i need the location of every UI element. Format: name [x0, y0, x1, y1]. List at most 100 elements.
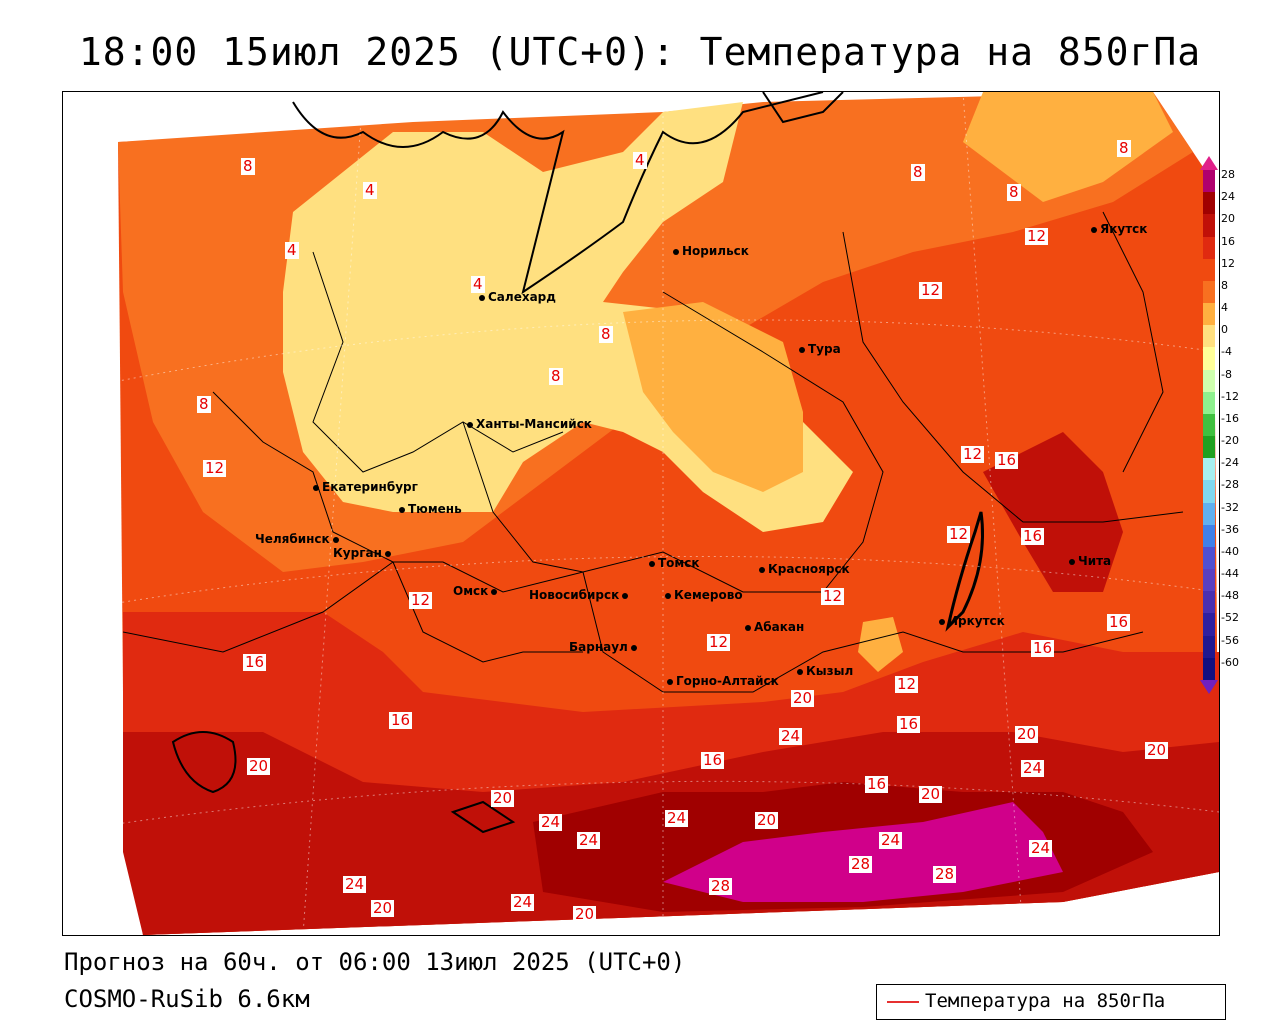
- city-dot: [622, 592, 629, 599]
- isotherm-label: 16: [389, 711, 413, 729]
- cool-zone-kyzyl: [858, 617, 903, 672]
- isotherm-label: 12: [821, 587, 845, 605]
- city-dot: [667, 678, 673, 685]
- colorbar-segment: [1203, 524, 1215, 548]
- city-gorno-altaysk: Горно-Алтайск: [667, 674, 779, 688]
- isotherm-label: 12: [409, 591, 433, 609]
- city-kurgan: Курган: [333, 546, 394, 560]
- baikal-outline: [945, 511, 984, 632]
- isotherm-label: 24: [665, 809, 689, 827]
- colorbar-tick-label: -12: [1221, 389, 1239, 403]
- isotherm-label: 20: [919, 785, 943, 803]
- colorbar-tick-label: 12: [1221, 256, 1235, 270]
- temperature-field: [63, 92, 1219, 935]
- isotherm-label: 16: [701, 751, 725, 769]
- colorbar-segment: [1203, 546, 1215, 570]
- city-salekhard: Салехард: [479, 290, 556, 304]
- colorbar-tick-label: -16: [1221, 411, 1239, 425]
- colorbar-segment: [1203, 591, 1215, 614]
- city-yekaterinburg: Екатеринбург: [313, 480, 418, 494]
- colorbar-segment: [1203, 657, 1215, 681]
- isotherm-label: 12: [919, 281, 943, 299]
- isotherm-label: 24: [511, 893, 535, 911]
- colorbar-tick-label: -48: [1221, 589, 1239, 603]
- isotherm-label: 20: [491, 789, 515, 807]
- city-dot: [799, 346, 805, 353]
- colorbar-tick-label: -44: [1221, 567, 1239, 581]
- city-dot: [939, 618, 945, 625]
- colorbar-segment: [1203, 325, 1215, 348]
- isotherm-label: 20: [371, 899, 395, 917]
- colorbar-tick-label: -32: [1221, 500, 1239, 514]
- isotherm-label: 12: [947, 525, 971, 543]
- isotherm-label: 16: [1107, 613, 1131, 631]
- colorbar-segment: [1203, 635, 1215, 659]
- isotherm-label: 20: [1015, 725, 1039, 743]
- southern-lake-outline: [450, 800, 516, 834]
- colorbar-segment: [1203, 436, 1215, 459]
- colorbar-tick-label: 4: [1221, 301, 1228, 315]
- isotherm-label: 8: [599, 325, 613, 343]
- isotherm-label: 12: [707, 633, 731, 651]
- city-chelyabinsk: Челябинск: [255, 532, 342, 546]
- city-krasnoyarsk: Красноярск: [759, 562, 850, 576]
- colorbar-segment: [1203, 236, 1215, 260]
- isotherm-label: 12: [895, 675, 919, 693]
- city-dot: [332, 536, 339, 543]
- legend-line-swatch: [887, 1001, 919, 1003]
- isotherm-label: 8: [197, 395, 211, 413]
- city-yakutsk: Якутск: [1091, 222, 1147, 236]
- map-title: 18:00 15июл 2025 (UTC+0): Температура на…: [78, 30, 1202, 74]
- city-barnaul: Барнаул: [569, 640, 640, 654]
- legend: Температура на 850гПа: [876, 984, 1226, 1020]
- city-dot: [673, 248, 679, 255]
- colorbar-tick-label: -40: [1221, 544, 1239, 558]
- city-dot: [491, 588, 498, 595]
- colorbar-tick-label: 24: [1221, 190, 1235, 204]
- colorbar-tick-label: -20: [1221, 434, 1239, 448]
- colorbar-tick-label: -36: [1221, 522, 1239, 536]
- forecast-info: Прогноз на 60ч. от 06:00 13июл 2025 (UTC…: [64, 948, 686, 976]
- city-tura: Тура: [799, 342, 841, 356]
- city-dot: [384, 550, 391, 557]
- legend-label: Температура на 850гПа: [925, 990, 1166, 1012]
- isotherm-label: 20: [1145, 741, 1169, 759]
- colorbar-segment: [1203, 480, 1215, 504]
- city-tomsk: Томск: [649, 556, 700, 570]
- colorbar-segment: [1203, 391, 1215, 415]
- isotherm-label: 28: [933, 865, 957, 883]
- colorbar-segment: [1203, 369, 1215, 393]
- graticule: [63, 92, 1219, 935]
- city-dot: [479, 294, 485, 301]
- isotherm-label: 8: [1007, 183, 1021, 201]
- colorbar-segment: [1203, 192, 1215, 215]
- scale-top-arrow: [1200, 156, 1218, 170]
- city-dot: [745, 624, 751, 631]
- isotherm-label: 16: [1031, 639, 1055, 657]
- isotherm-label: 24: [539, 813, 563, 831]
- isotherm-label: 16: [243, 653, 267, 671]
- isotherm-label: 20: [755, 811, 779, 829]
- colorbar-tick-label: -8: [1221, 367, 1232, 381]
- colorbar: [1203, 170, 1215, 681]
- city-dot: [399, 506, 405, 513]
- isotherm-label: 24: [779, 727, 803, 745]
- colorbar-segment: [1203, 458, 1215, 481]
- isotherm-label: 24: [343, 875, 367, 893]
- colorbar-segment: [1203, 413, 1215, 437]
- isotherm-label: 8: [911, 163, 925, 181]
- taimyr-coastline: [762, 92, 844, 124]
- temperature-map[interactable]: Норильск Якутск Салехард Тура Ханты-Манс…: [62, 91, 1220, 936]
- isotherm-label: 16: [995, 451, 1019, 469]
- city-dot: [630, 644, 637, 651]
- lake-balkhash-outline: [171, 731, 237, 794]
- arctic-coastline: [292, 92, 824, 295]
- city-dot: [797, 668, 803, 675]
- colorbar-tick-label: -52: [1221, 611, 1239, 625]
- model-name: COSMO-RuSib 6.6км: [64, 985, 310, 1013]
- isotherm-label: 28: [849, 855, 873, 873]
- city-tyumen: Тюмень: [399, 502, 462, 516]
- city-dot: [665, 592, 671, 599]
- isotherm-label: 24: [1021, 759, 1045, 777]
- city-dot: [1069, 558, 1075, 565]
